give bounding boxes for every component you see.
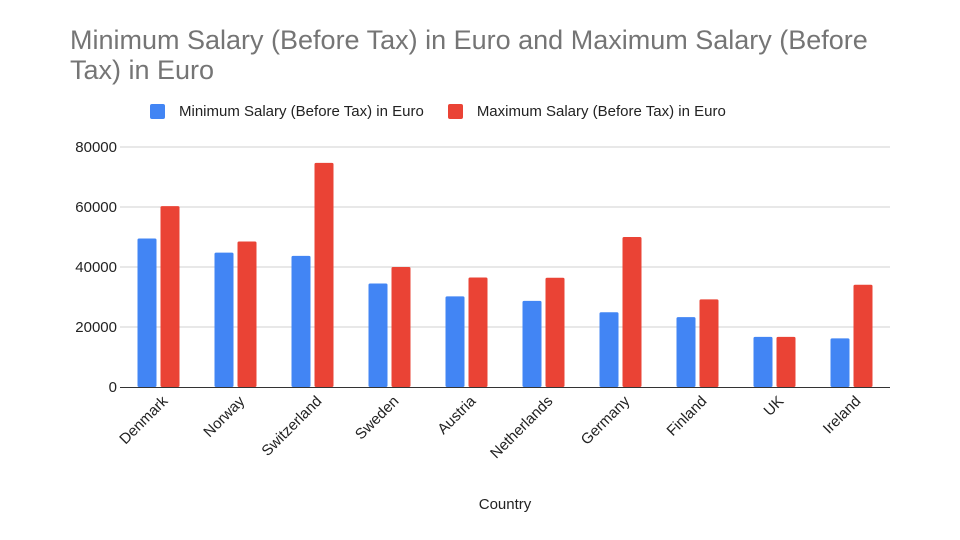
legend-item-minimum[interactable]: Minimum Salary (Before Tax) in Euro	[150, 103, 424, 120]
legend-swatch-maximum	[447, 103, 463, 119]
bar-minimum-salary[interactable]	[291, 255, 311, 387]
legend: Minimum Salary (Before Tax) in Euro Maxi…	[150, 101, 726, 121]
legend-item-maximum[interactable]: Maximum Salary (Before Tax) in Euro	[447, 102, 726, 120]
x-axis-ticks: Denmark Norway Switzerland Sweden Austria Net…	[116, 392, 864, 462]
x-tick-label: Germany	[578, 392, 634, 448]
legend-label-minimum: Minimum Salary (Before Tax) in Euro	[179, 102, 424, 120]
x-tick-label: Sweden	[352, 393, 402, 443]
bar-minimum-salary[interactable]	[830, 338, 850, 387]
bar-maximum-salary[interactable]	[237, 241, 257, 388]
y-tick-label: 20000	[75, 319, 117, 336]
x-tick-label: Norway	[200, 392, 248, 440]
bar-maximum-salary[interactable]	[391, 267, 411, 387]
y-tick-label: 40000	[75, 259, 117, 276]
bar-minimum-salary[interactable]	[676, 317, 696, 387]
x-tick-label: UK	[761, 393, 788, 420]
x-tick-label: Ireland	[820, 393, 864, 437]
bar-maximum-salary[interactable]	[853, 284, 873, 387]
bar-minimum-salary[interactable]	[599, 312, 619, 387]
x-axis-title: Country	[479, 496, 532, 513]
bar-maximum-salary[interactable]	[160, 206, 180, 387]
bar-minimum-salary[interactable]	[368, 283, 388, 388]
y-axis-ticks: 0 20000 40000 60000 80000	[75, 139, 117, 396]
x-tick-label: Austria	[434, 392, 479, 437]
bar-minimum-salary[interactable]	[445, 296, 465, 387]
x-tick-label: Switzerland	[258, 393, 325, 460]
y-tick-label: 60000	[75, 199, 117, 216]
legend-swatch-minimum	[150, 103, 165, 119]
bar-maximum-salary[interactable]	[545, 277, 565, 387]
x-tick-label: Netherlands	[487, 393, 556, 462]
chart-title: Minimum Salary (Before Tax) in Euro and …	[70, 25, 868, 85]
x-tick-label: Denmark	[116, 392, 171, 447]
bar-maximum-salary[interactable]	[622, 237, 642, 387]
y-tick-label: 80000	[75, 139, 117, 156]
bar-maximum-salary[interactable]	[468, 277, 488, 388]
bar-minimum-salary[interactable]	[214, 252, 234, 387]
legend-label-maximum: Maximum Salary (Before Tax) in Euro	[476, 102, 726, 120]
bars	[137, 162, 873, 388]
bar-maximum-salary[interactable]	[776, 336, 796, 387]
bar-minimum-salary[interactable]	[522, 300, 542, 387]
bar-minimum-salary[interactable]	[753, 336, 773, 387]
gridlines	[120, 146, 890, 328]
x-tick-label: Finland	[664, 393, 711, 440]
bar-maximum-salary[interactable]	[699, 299, 719, 387]
bar-minimum-salary[interactable]	[137, 238, 157, 388]
bar-maximum-salary[interactable]	[314, 162, 334, 387]
y-tick-label: 0	[109, 379, 117, 396]
